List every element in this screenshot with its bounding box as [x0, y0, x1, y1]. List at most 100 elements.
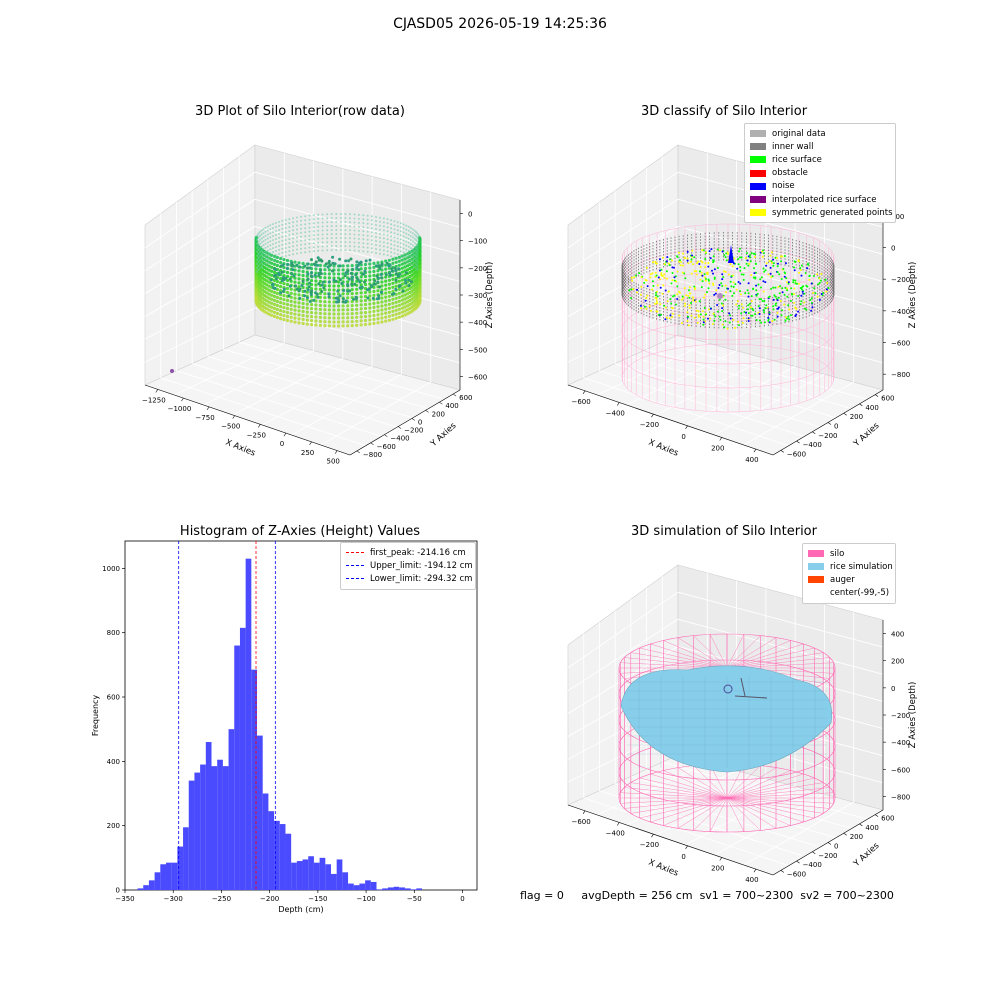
- data-point: [384, 275, 388, 279]
- data-point: [322, 286, 326, 290]
- x-tick: [685, 425, 688, 429]
- data-point: [391, 289, 395, 293]
- classified-point: [636, 291, 639, 294]
- data-point: [391, 281, 395, 285]
- data-point: [405, 268, 410, 272]
- data-point: [384, 299, 388, 303]
- data-point: [402, 239, 405, 242]
- data-point: [377, 294, 381, 298]
- data-point: [362, 234, 365, 237]
- data-point: [368, 302, 372, 306]
- data-point: [306, 288, 310, 292]
- data-point: [312, 250, 315, 253]
- data-point: [306, 277, 310, 281]
- data-point: [332, 276, 336, 280]
- classified-point: [746, 252, 748, 255]
- data-point: [315, 292, 319, 296]
- data-point: [399, 230, 402, 233]
- data-point: [346, 264, 350, 268]
- classified-point: [747, 317, 750, 320]
- classified-point: [711, 269, 713, 272]
- data-point: [262, 256, 265, 259]
- data-point: [404, 278, 407, 282]
- data-point: [314, 260, 318, 264]
- data-point: [344, 217, 347, 220]
- data-point: [408, 294, 412, 299]
- data-point: [346, 283, 350, 286]
- data-point: [259, 250, 262, 253]
- data-point: [279, 289, 283, 293]
- data-point: [397, 287, 401, 291]
- data-point: [402, 259, 405, 262]
- data-point: [362, 242, 365, 245]
- classified-point: [775, 302, 777, 305]
- data-point: [278, 244, 280, 247]
- data-point: [409, 243, 412, 246]
- data-point: [368, 298, 372, 302]
- data-point: [339, 249, 342, 251]
- classified-point: [724, 270, 727, 273]
- data-point: [409, 263, 412, 266]
- z-tick-label: 0: [891, 685, 895, 693]
- classified-point: [765, 264, 768, 267]
- grid-line: [630, 775, 836, 839]
- data-point: [275, 259, 279, 264]
- classified-point: [669, 314, 672, 317]
- data-point: [359, 311, 363, 315]
- x-tick-label: −500: [221, 423, 240, 431]
- classified-point: [779, 300, 782, 302]
- grid-line: [599, 370, 805, 437]
- data-point: [285, 278, 290, 283]
- data-point: [337, 316, 341, 320]
- classified-point: [744, 257, 747, 260]
- data-point: [316, 263, 320, 267]
- data-point: [411, 236, 414, 239]
- classified-point: [745, 262, 748, 265]
- data-point: [418, 261, 422, 265]
- data-point: [327, 324, 331, 328]
- classified-point: [686, 257, 689, 260]
- data-point: [259, 246, 262, 249]
- data-point: [375, 232, 377, 234]
- data-point: [291, 268, 295, 272]
- data-point: [394, 269, 398, 272]
- classified-point: [739, 256, 741, 259]
- data-point: [415, 259, 418, 262]
- data-point: [335, 237, 338, 239]
- classified-point: [774, 295, 777, 298]
- silo-wire: [663, 797, 728, 826]
- data-point: [408, 274, 412, 279]
- data-point: [312, 246, 315, 249]
- data-point: [337, 268, 341, 272]
- y-tick: [859, 403, 863, 407]
- classified-point: [803, 307, 806, 310]
- data-point: [275, 263, 279, 268]
- classified-point: [720, 282, 723, 285]
- data-point: [266, 257, 269, 260]
- grid-line: [203, 350, 314, 406]
- data-point: [304, 239, 307, 242]
- data-point: [267, 280, 271, 284]
- y-tick-label: 400: [865, 404, 878, 412]
- auger-mark: [740, 677, 746, 697]
- data-point: [376, 317, 380, 321]
- data-point: [323, 304, 327, 308]
- data-point: [260, 253, 263, 256]
- data-point: [317, 225, 320, 228]
- classified-point: [644, 299, 647, 302]
- data-point: [361, 272, 365, 276]
- silo-wire: [639, 647, 728, 669]
- data-point: [289, 287, 293, 291]
- histogram-bar: [387, 887, 394, 890]
- x-tick-label: −200: [260, 895, 279, 903]
- data-point: [402, 251, 405, 254]
- classified-point: [671, 266, 674, 269]
- classified-point: [649, 273, 652, 276]
- data-point: [362, 214, 365, 217]
- classified-point: [701, 249, 704, 252]
- data-point: [309, 290, 313, 294]
- data-point: [368, 310, 372, 314]
- classified-point: [777, 296, 780, 299]
- classified-point: [654, 296, 657, 299]
- grid-line: [232, 358, 344, 416]
